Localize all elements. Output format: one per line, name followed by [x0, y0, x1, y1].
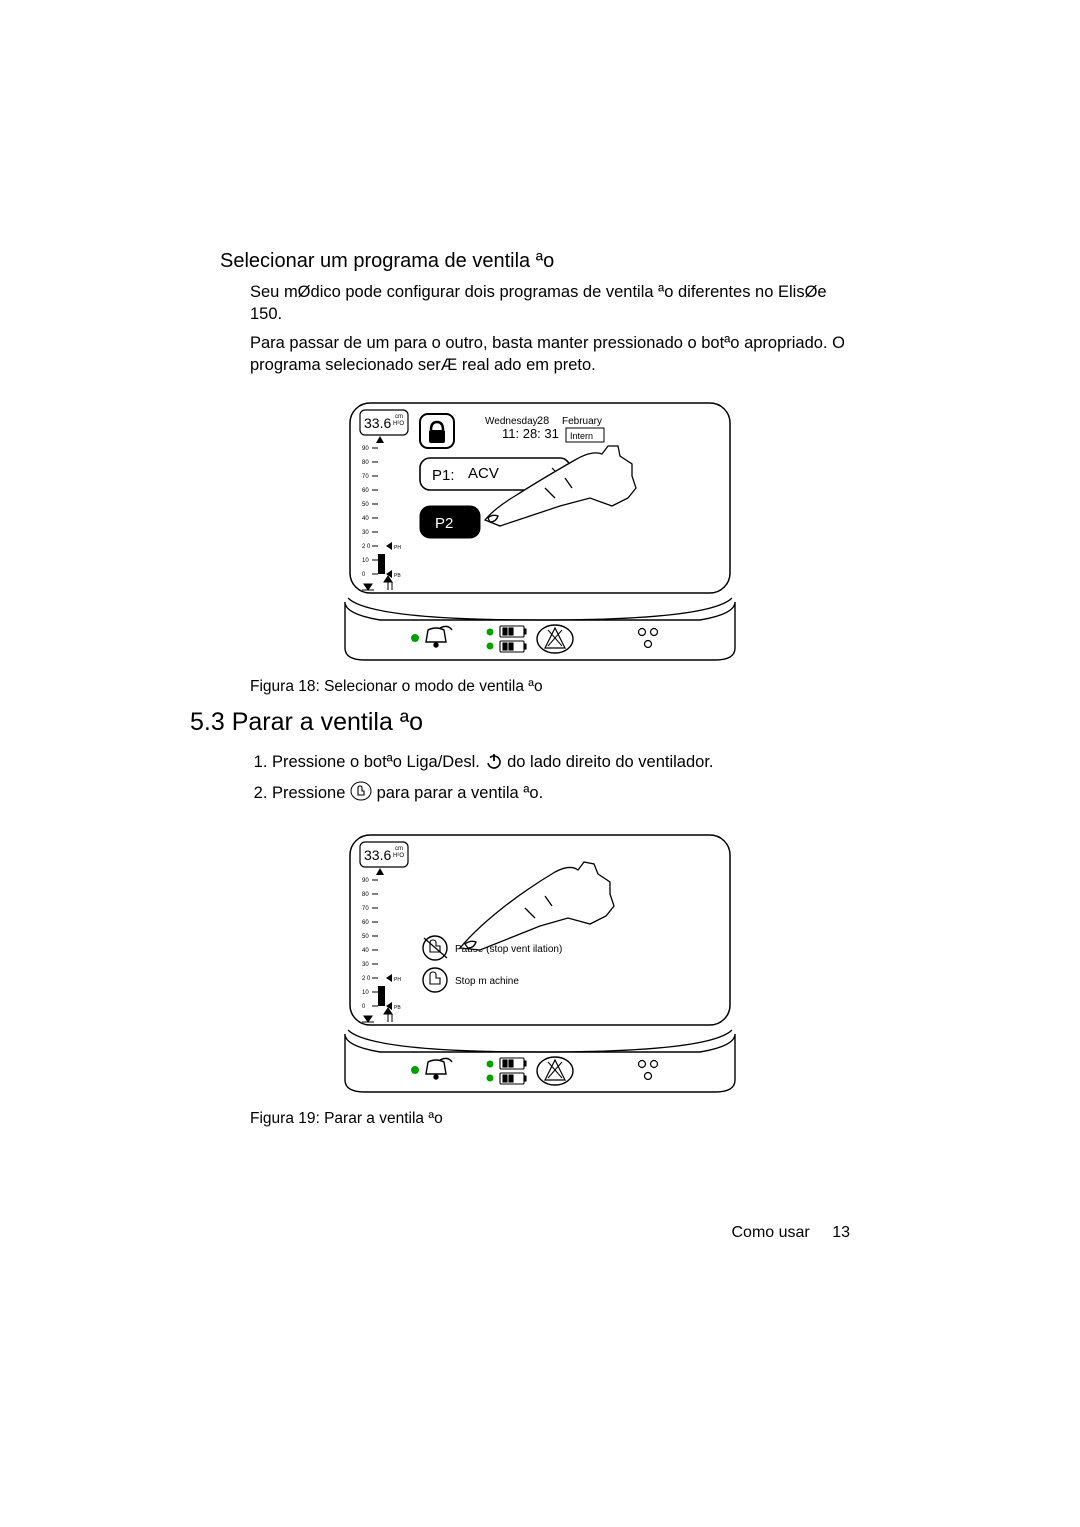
step-2: Pressione para parar a ventila ªo. [272, 781, 860, 808]
section-5-3-title: 5.3 Parar a ventila ªo [190, 708, 860, 737]
pressure-value: 33.6 [364, 847, 391, 863]
svg-text:30: 30 [362, 962, 369, 968]
body-paragraph-1: Seu mØdico pode configurar dois programa… [250, 281, 860, 326]
svg-text:70: 70 [362, 474, 369, 480]
svg-text:80: 80 [362, 892, 369, 898]
svg-text:2 0: 2 0 [362, 544, 371, 550]
led-icon [487, 1075, 494, 1082]
svg-text:PB: PB [394, 1005, 401, 1011]
pressure-unit-top: cm [395, 414, 403, 420]
pressure-unit-bottom: H²O [393, 421, 404, 427]
svg-text:40: 40 [362, 948, 369, 954]
pressure-value: 33.6 [364, 415, 391, 431]
svg-text:PB: PB [394, 573, 401, 579]
time: 11: 28: 31 [502, 426, 559, 441]
svg-text:70: 70 [362, 906, 369, 912]
svg-text:PH: PH [394, 977, 401, 983]
svg-text:H²O: H²O [393, 853, 404, 859]
footer-label: Como usar [732, 1224, 810, 1241]
p2-label[interactable]: P2 [435, 515, 453, 532]
p1-mode: ACV [468, 465, 499, 482]
svg-text:cm: cm [395, 846, 403, 852]
footer-page-number: 13 [832, 1224, 850, 1242]
body-paragraph-2: Para passar de um para o outro, basta ma… [250, 332, 860, 377]
svg-text:60: 60 [362, 920, 369, 926]
figure-18-caption: Figura 18: Selecionar o modo de ventila … [250, 678, 860, 696]
led-icon [487, 643, 494, 650]
figure-19: 33.6 cm H²O 90 80 70 60 50 40 30 2 0 10 … [220, 830, 860, 1100]
svg-text:10: 10 [362, 558, 369, 564]
figure-18: 33.6 cm H²O 90 80 70 60 50 40 30 2 0 10 … [220, 398, 860, 668]
svg-text:PH: PH [394, 545, 401, 551]
green-led-icon [411, 1066, 419, 1074]
power-icon [485, 752, 503, 777]
intern-badge: Intern [570, 431, 593, 441]
svg-text:10: 10 [362, 990, 369, 996]
svg-text:90: 90 [362, 878, 369, 884]
led-icon [487, 1061, 494, 1068]
date-month: February [562, 416, 602, 427]
svg-text:50: 50 [362, 934, 369, 940]
page-footer: Como usar 13 [732, 1224, 851, 1242]
svg-text:60: 60 [362, 488, 369, 494]
svg-text:90: 90 [362, 446, 369, 452]
p1-label[interactable]: P1: [432, 467, 455, 484]
figure-19-caption: Figura 19: Parar a ventila ªo [250, 1110, 860, 1128]
svg-text:30: 30 [362, 530, 369, 536]
hand-button-icon [350, 781, 372, 808]
green-led-icon [411, 634, 419, 642]
led-icon [487, 629, 494, 636]
svg-text:40: 40 [362, 516, 369, 522]
svg-text:Stop m achine: Stop m achine [455, 976, 519, 987]
svg-text:50: 50 [362, 502, 369, 508]
step-1: Pressione o botªo Liga/Desl. do lado dir… [272, 751, 860, 777]
svg-text:80: 80 [362, 460, 369, 466]
svg-text:2 0: 2 0 [362, 976, 371, 982]
subsection-title: Selecionar um programa de ventila ªo [220, 250, 860, 273]
